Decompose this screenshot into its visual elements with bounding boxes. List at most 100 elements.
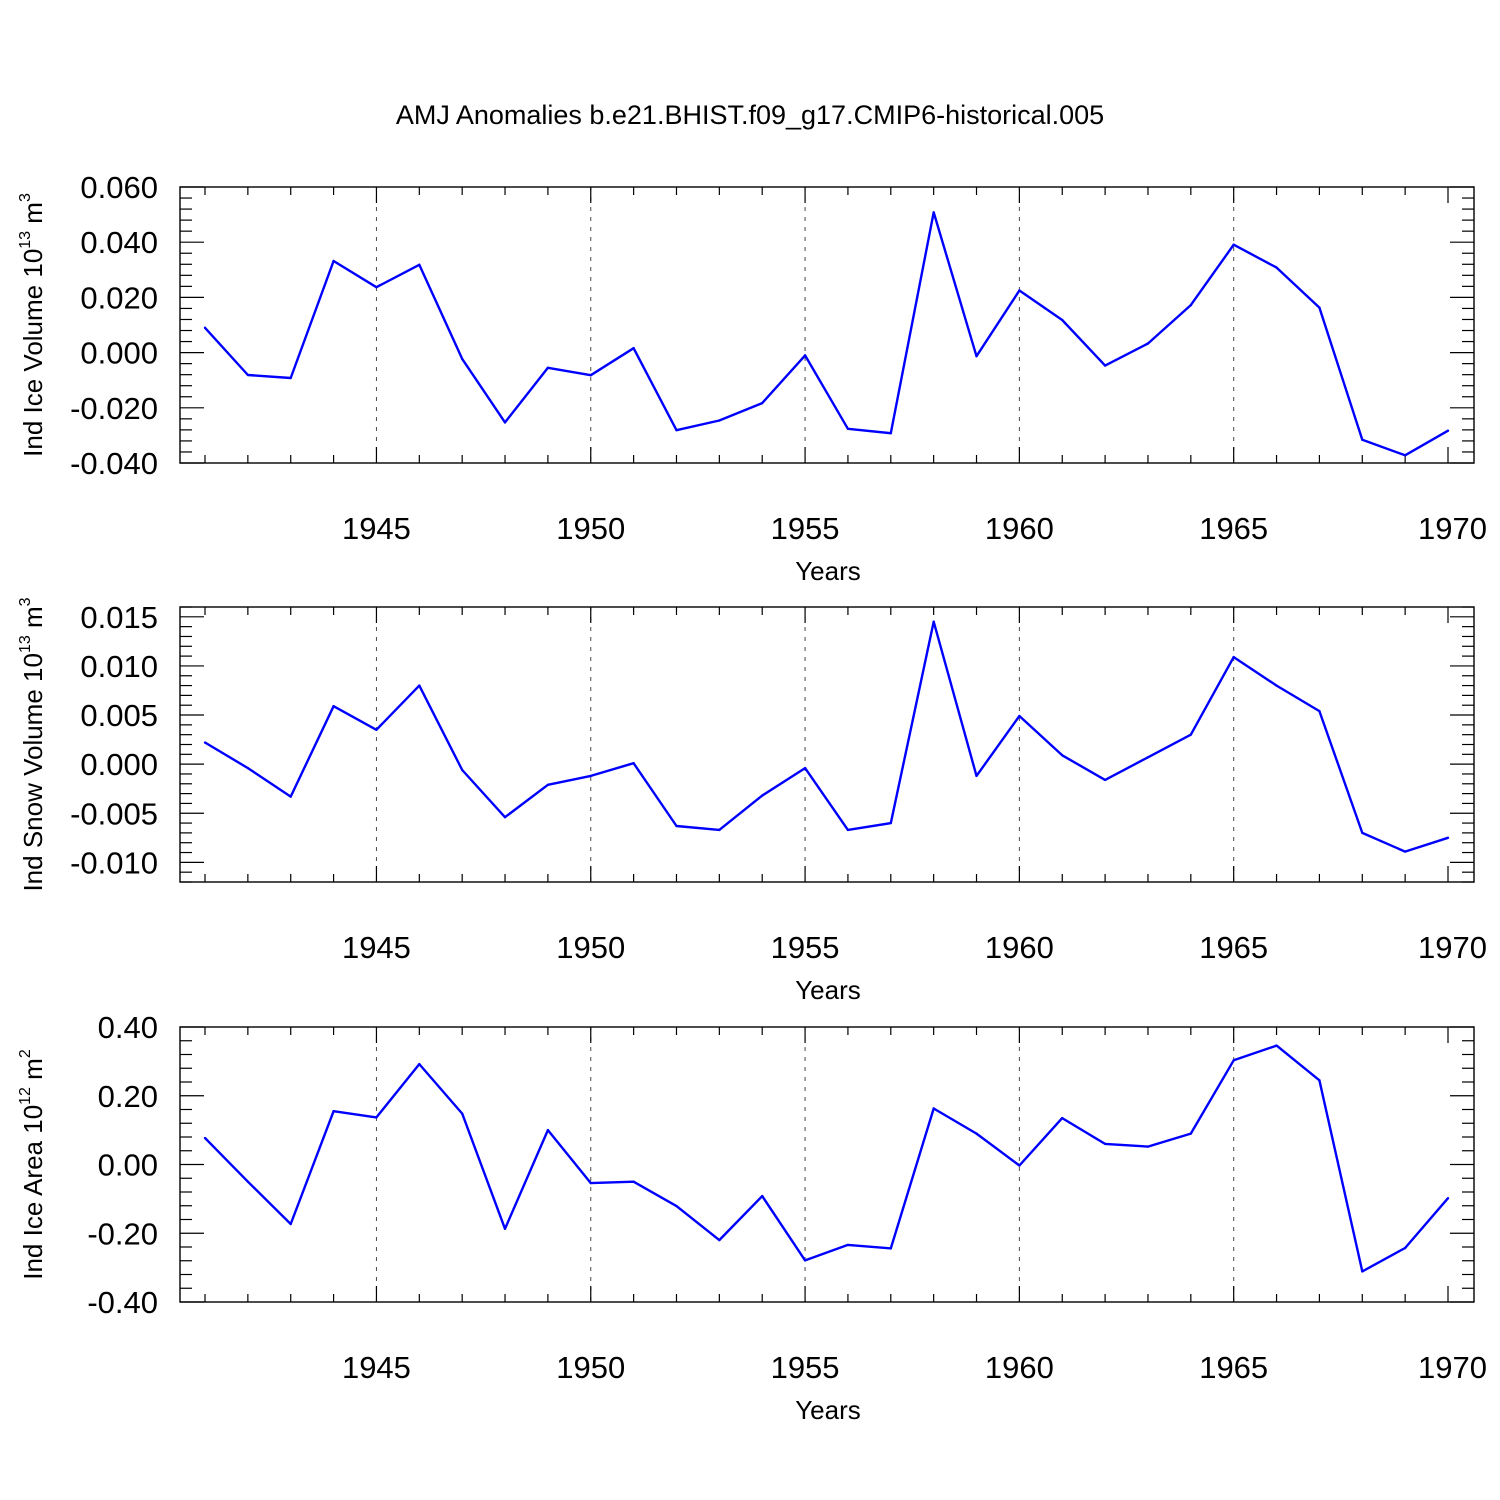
y-tick-label: 0.005 <box>80 698 158 733</box>
data-point <box>1446 836 1450 840</box>
y-axis-title-main: Ind Ice Volume 10 <box>18 249 48 457</box>
x-axis-title: Years <box>795 1395 861 1425</box>
y-axis-title-unit-exponent: 3 <box>17 193 34 202</box>
data-point <box>1275 266 1278 269</box>
y-tick-label: 0.020 <box>80 280 158 315</box>
data-point <box>1275 1044 1278 1047</box>
data-point <box>289 1222 292 1226</box>
data-point <box>1361 438 1364 442</box>
panels: -0.040 -0.020 0.000 0.020 0.040 0.060 1945 1950… <box>17 170 1487 1425</box>
x-tick-label: 1955 <box>771 1350 840 1385</box>
data-point <box>1061 1116 1064 1120</box>
x-tick-label: 1965 <box>1199 1350 1268 1385</box>
y-tick-label: 0.060 <box>80 170 158 205</box>
data-point <box>203 326 207 329</box>
x-tick-label: 1945 <box>342 1350 411 1385</box>
data-point <box>418 684 421 687</box>
y-tick-label: 0.00 <box>98 1148 158 1183</box>
data-point <box>246 373 250 377</box>
x-tick-label: 1960 <box>985 1350 1054 1385</box>
data-point <box>1318 306 1321 309</box>
y-axis-title-unit: m <box>18 606 48 635</box>
x-tick-label: 1970 <box>1418 1350 1487 1385</box>
data-point <box>718 419 721 422</box>
x-axis-title: Years <box>795 975 861 1005</box>
data-point <box>1146 1145 1150 1148</box>
series-line <box>204 1044 1449 1273</box>
data-point <box>589 774 592 778</box>
data-point <box>675 824 678 828</box>
data-point <box>1232 1059 1235 1062</box>
y-axis-title-main: Ind Snow Volume 10 <box>18 653 48 892</box>
data-point <box>503 1227 507 1230</box>
x-tick-label: 1970 <box>1418 511 1487 546</box>
data-point <box>1318 709 1321 713</box>
data-point <box>203 1136 207 1140</box>
data-point <box>375 1116 378 1119</box>
y-tick-label: 0.000 <box>80 747 158 782</box>
data-point <box>1189 733 1193 736</box>
data-point <box>761 1194 764 1198</box>
data-point <box>589 1181 592 1185</box>
x-tick-label: 1965 <box>1199 511 1268 546</box>
data-point <box>632 346 635 350</box>
data-point <box>289 376 292 380</box>
data-point <box>1403 1246 1407 1250</box>
data-point <box>1103 1142 1107 1146</box>
data-point <box>1403 850 1407 853</box>
x-tick-label: 1945 <box>342 930 411 965</box>
data-point <box>889 821 892 825</box>
y-axis-title-main: Ind Ice Area 10 <box>18 1105 48 1280</box>
data-point <box>1146 342 1150 345</box>
data-point <box>975 354 978 358</box>
data-point <box>632 1180 635 1183</box>
data-point <box>675 428 678 432</box>
data-point <box>246 766 250 770</box>
y-tick-label: 0.015 <box>80 600 158 635</box>
x-tick-label: 1960 <box>985 511 1054 546</box>
data-point <box>1361 831 1364 835</box>
data-point <box>1189 1132 1193 1135</box>
data-point <box>846 1243 850 1247</box>
y-tick-label: -0.40 <box>87 1285 158 1320</box>
data-point <box>761 794 764 797</box>
data-point <box>1232 655 1235 659</box>
data-point <box>803 766 807 770</box>
data-point <box>1018 714 1021 718</box>
y-axis-title: Ind Ice Volume 1013 m3 <box>17 193 48 457</box>
data-point <box>503 421 507 424</box>
x-tick-label: 1950 <box>556 930 625 965</box>
x-axis-title: Years <box>795 556 861 586</box>
series-line <box>204 211 1449 457</box>
chart-title: AMJ Anomalies b.e21.BHIST.f09_g17.CMIP6-… <box>396 100 1104 130</box>
data-point <box>1018 289 1021 292</box>
data-point <box>1061 318 1064 322</box>
data-point <box>932 211 935 214</box>
data-point <box>503 815 507 819</box>
y-axis-title-exponent: 13 <box>17 231 34 249</box>
y-axis-title: Ind Snow Volume 1013 m3 <box>17 597 48 891</box>
data-point <box>546 783 550 786</box>
data-point <box>1318 1079 1321 1082</box>
data-point <box>246 1180 250 1183</box>
data-point <box>1403 454 1407 457</box>
y-tick-label: -0.010 <box>70 845 158 880</box>
data-point <box>418 1062 421 1066</box>
data-point <box>1103 778 1107 782</box>
data-point <box>418 263 421 267</box>
data-point <box>1361 1270 1364 1273</box>
data-point <box>718 828 721 832</box>
data-point <box>975 1132 978 1135</box>
y-tick-label: 0.010 <box>80 649 158 684</box>
data-point <box>375 285 378 289</box>
y-tick-label: -0.040 <box>70 446 158 481</box>
data-point <box>632 761 635 765</box>
data-point <box>375 728 378 731</box>
data-point <box>546 1128 550 1132</box>
data-point <box>460 768 464 772</box>
y-tick-label: -0.020 <box>70 391 158 426</box>
panel-2: -0.010 -0.005 0.000 0.005 0.010 0.015 1945 1950… <box>17 597 1487 1005</box>
y-axis-title-unit-exponent: 3 <box>17 597 34 606</box>
data-point <box>332 704 335 708</box>
data-point <box>460 357 464 361</box>
